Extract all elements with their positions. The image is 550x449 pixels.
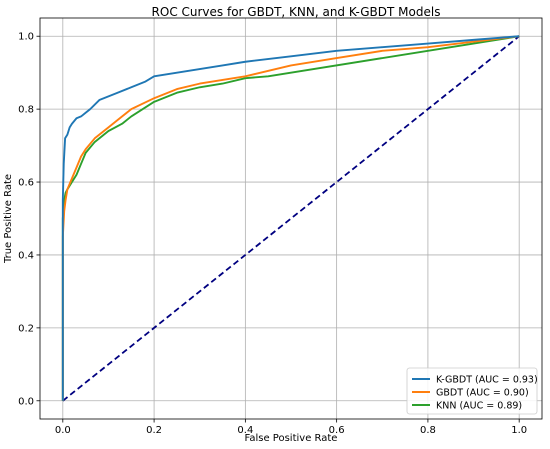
x-tick-label: 0.6 — [329, 425, 345, 436]
series-line — [61, 35, 520, 401]
plot-area-frame — [39, 17, 543, 420]
legend-label: K-GBDT (AUC = 0.93) — [436, 375, 538, 386]
series-line — [61, 35, 520, 401]
legend-label: GBDT (AUC = 0.90) — [436, 388, 529, 399]
y-tick-label: 0.0 — [18, 396, 34, 407]
y-tick-label: 0.6 — [18, 178, 34, 189]
x-tick-label: 1.0 — [511, 425, 527, 436]
x-tick-label: 0.8 — [420, 425, 436, 436]
x-tick-label: 0.4 — [237, 425, 253, 436]
y-tick-label: 0.8 — [18, 105, 34, 116]
y-tick-label: 0.2 — [18, 323, 34, 334]
y-axis-label: True Positive Rate — [3, 174, 14, 264]
x-axis-label: False Positive Rate — [245, 433, 338, 444]
y-tick-label: 0.4 — [18, 250, 34, 261]
x-tick-label: 0.0 — [55, 425, 71, 436]
legend: K-GBDT (AUC = 0.93) GBDT (AUC = 0.90) KNN … — [406, 367, 538, 415]
ticks: 0.0 0.2 0.4 0.6 0.8 1.0 0.0 0.2 0.4 0.6 0.8 1.0 — [18, 32, 527, 436]
grid — [40, 18, 542, 419]
series-group — [61, 35, 520, 402]
series-line — [61, 35, 520, 401]
legend-label: KNN (AUC = 0.89) — [436, 401, 522, 412]
diagonal-reference-line — [62, 35, 520, 402]
legend-box — [406, 367, 538, 415]
chart-title: ROC Curves for GBDT, KNN, and K-GBDT Mod… — [152, 5, 441, 19]
x-tick-label: 0.2 — [146, 425, 162, 436]
y-tick-label: 1.0 — [18, 32, 34, 43]
